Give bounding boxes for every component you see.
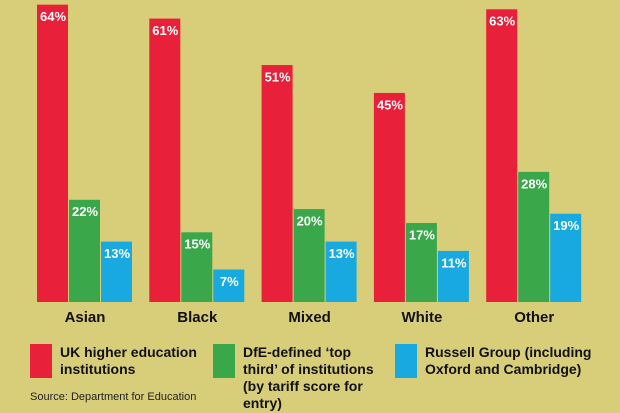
- source: Source: Department for Education: [30, 391, 197, 403]
- x-tick-label: Asian: [65, 309, 106, 326]
- bar: [518, 171, 550, 302]
- bar: [149, 18, 181, 302]
- bar: [293, 209, 325, 302]
- bar: [261, 65, 293, 303]
- legend-swatch: [213, 344, 235, 378]
- bar: [550, 213, 582, 302]
- legend-label: UK higher education institutions: [60, 344, 197, 377]
- value-label: 51%: [265, 69, 291, 84]
- x-tick-label: Other: [514, 309, 554, 326]
- bar: [325, 241, 357, 302]
- legend-swatch: [30, 344, 52, 378]
- value-label: 28%: [521, 176, 547, 191]
- value-label: 61%: [152, 23, 178, 38]
- bar: [437, 250, 469, 302]
- x-tick-label: Black: [177, 309, 218, 326]
- value-label: 11%: [441, 255, 467, 270]
- bar: [486, 9, 518, 303]
- value-label: 20%: [297, 214, 323, 229]
- bar: [213, 269, 245, 302]
- x-tick-label: White: [401, 309, 442, 326]
- bar: [181, 232, 213, 302]
- value-label: 15%: [184, 237, 210, 252]
- legend-label: Russell Group (including Oxford and Camb…: [425, 344, 592, 377]
- value-label: 13%: [104, 246, 130, 261]
- value-label: 7%: [220, 274, 239, 289]
- legend-label: DfE-defined ‘top third’ of institutions …: [243, 344, 374, 411]
- value-label: 45%: [377, 97, 403, 112]
- bar: [405, 223, 437, 302]
- value-label: 17%: [409, 227, 435, 242]
- value-label: 19%: [553, 218, 579, 233]
- bar: [373, 92, 405, 302]
- value-label: 13%: [329, 246, 355, 261]
- value-label: 63%: [489, 14, 515, 29]
- bar: [69, 199, 100, 302]
- legend-item: Russell Group (including Oxford and Camb…: [395, 344, 595, 378]
- legend-item: DfE-defined ‘top third’ of institutions …: [213, 344, 388, 412]
- value-label: 22%: [72, 204, 98, 219]
- bar: [37, 4, 68, 303]
- legend-item: UK higher education institutions: [30, 344, 205, 378]
- x-tick-label: Mixed: [288, 309, 331, 326]
- bar: [101, 241, 132, 302]
- value-label: 64%: [40, 9, 66, 24]
- legend-swatch: [395, 344, 417, 378]
